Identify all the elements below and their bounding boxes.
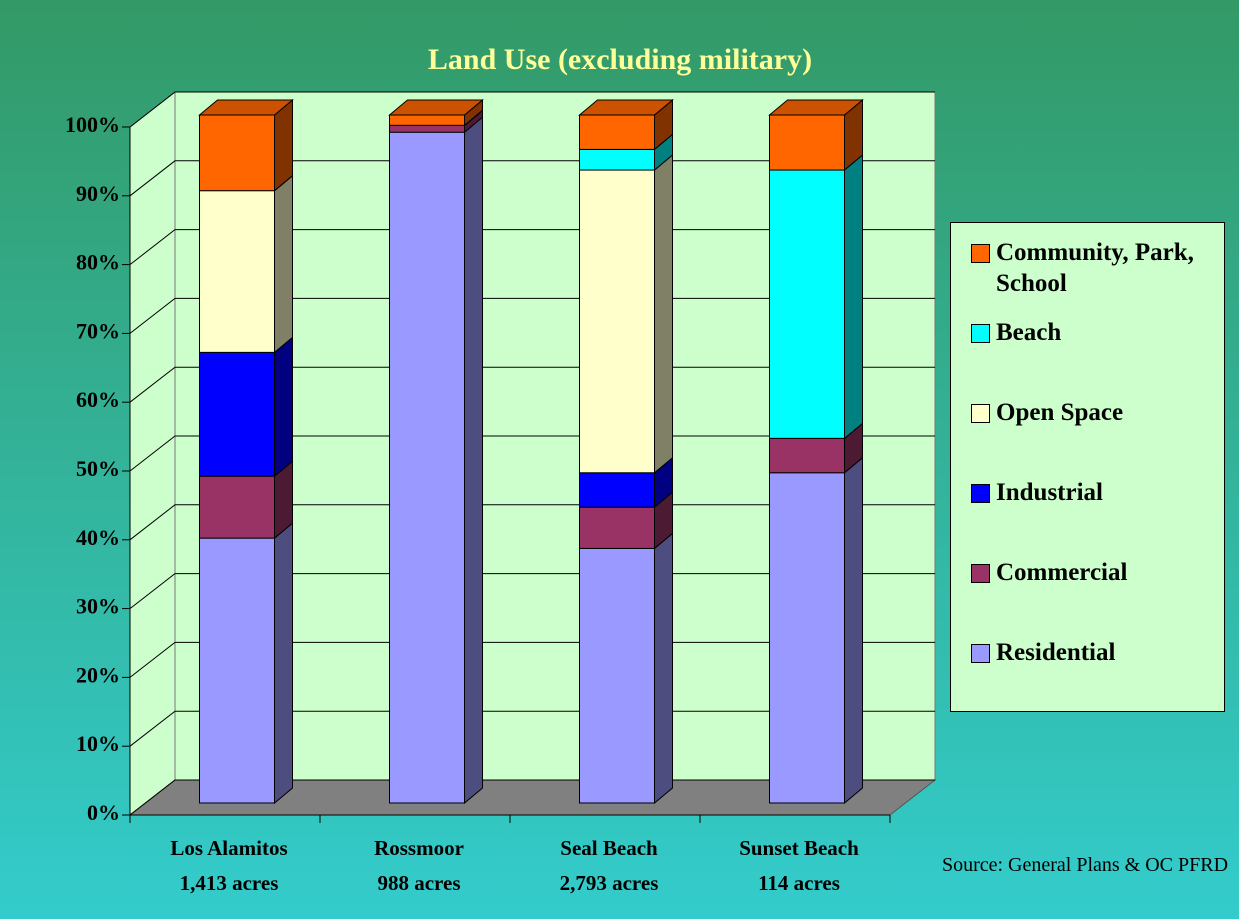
- bar-side: [464, 116, 483, 805]
- y-tick-label: 0%: [87, 800, 120, 825]
- bar-top: [578, 99, 674, 116]
- bar-segment: [199, 190, 275, 353]
- bar-segment: [389, 124, 465, 133]
- bar-segment: [199, 475, 275, 539]
- bar-side: [274, 522, 293, 805]
- bar-segment: [769, 437, 845, 474]
- bar-segment: [579, 114, 655, 150]
- x-tick-label: Los Alamitos: [170, 836, 287, 860]
- grid-line: [129, 229, 935, 265]
- legend: Community, Park, School Beach Open Space In…: [950, 222, 1225, 712]
- bar-side: [654, 153, 673, 474]
- grid-line: [129, 573, 935, 609]
- grid-line: [129, 710, 935, 747]
- y-tick-label: 30%: [76, 594, 120, 619]
- grid-line: [129, 779, 935, 816]
- x-tick-note: 988 acres: [377, 871, 460, 895]
- legend-item: Industrial: [971, 477, 1214, 557]
- y-tick-label: 50%: [76, 456, 120, 481]
- legend-label: Open Space: [996, 399, 1124, 426]
- legend-item: Community, Park, School: [971, 237, 1214, 317]
- chart-title: Land Use (excluding military): [428, 43, 812, 76]
- bar-side: [844, 456, 863, 805]
- bar-segment: [579, 506, 655, 549]
- bar-segment: [199, 537, 275, 804]
- bar-side: [274, 174, 293, 354]
- bar-segment: [769, 472, 845, 804]
- bar-segment: [389, 114, 465, 126]
- source-note: Source: General Plans & OC PFRD: [941, 854, 1229, 876]
- bar-top: [388, 99, 484, 116]
- bar-top: [768, 99, 864, 116]
- bar-segment: [389, 131, 465, 804]
- bar-side: [844, 153, 863, 440]
- bar-side: [654, 532, 673, 805]
- bar-segment: [579, 472, 655, 508]
- bar-side: [274, 336, 293, 478]
- x-tick-note: 2,793 acres: [560, 871, 659, 895]
- bar-segment: [579, 547, 655, 804]
- y-tick-label: 90%: [76, 181, 120, 206]
- legend-swatch: [971, 244, 990, 263]
- bar-segment: [769, 169, 845, 439]
- bar-segment: [199, 114, 275, 192]
- legend-swatch: [971, 644, 990, 663]
- y-tick-label: 70%: [76, 318, 120, 343]
- legend-item: Open Space: [971, 397, 1214, 477]
- grid-line: [129, 504, 935, 541]
- legend-item: Beach: [971, 317, 1214, 397]
- grid-line: [129, 160, 935, 197]
- legend-swatch: [971, 484, 990, 503]
- x-tick-note: 1,413 acres: [180, 871, 279, 895]
- legend-item: Residential: [971, 637, 1214, 717]
- grid-line: [129, 91, 935, 128]
- bar-segment: [199, 351, 275, 477]
- legend-item: Commercial: [971, 557, 1214, 637]
- bar-segment: [579, 148, 655, 171]
- x-tick-label: Seal Beach: [560, 836, 658, 860]
- legend-label: Industrial: [996, 479, 1103, 506]
- x-tick-label: Rossmoor: [374, 836, 464, 860]
- y-tick-label: 40%: [76, 525, 120, 550]
- legend-label: Community, Park, School: [996, 239, 1194, 297]
- y-tick-label: 60%: [76, 387, 120, 412]
- bar-segment: [769, 114, 845, 171]
- bar-side: [274, 98, 293, 192]
- legend-label: Commercial: [996, 559, 1128, 586]
- y-tick-label: 20%: [76, 662, 120, 687]
- bar-segment: [579, 169, 655, 474]
- grid-line: [129, 435, 935, 472]
- x-tick-note: 114 acres: [758, 871, 840, 895]
- y-tick-label: 80%: [76, 250, 120, 275]
- y-tick-label: 10%: [76, 731, 120, 756]
- legend-swatch: [971, 324, 990, 343]
- legend-swatch: [971, 404, 990, 423]
- legend-label: Beach: [996, 319, 1062, 346]
- x-tick-label: Sunset Beach: [739, 836, 859, 860]
- legend-label: Residential: [996, 639, 1116, 666]
- bar-top: [198, 99, 294, 116]
- legend-swatch: [971, 564, 990, 583]
- grid-line: [129, 366, 935, 403]
- grid-line: [129, 641, 935, 678]
- y-tick-label: 100%: [65, 112, 120, 137]
- grid-line: [129, 297, 935, 334]
